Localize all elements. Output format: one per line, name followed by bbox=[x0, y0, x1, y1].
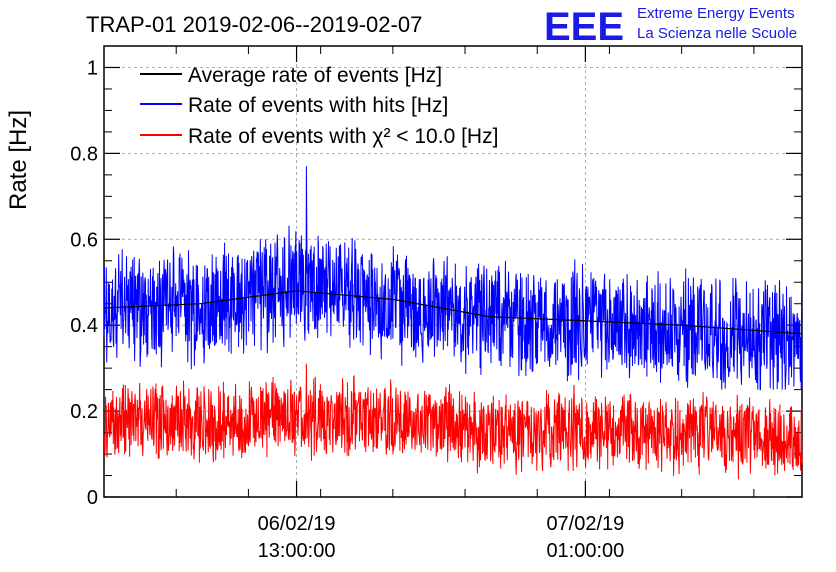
chart-title: TRAP-01 2019-02-06--2019-02-07 bbox=[86, 12, 422, 37]
x-tick-date-label: 06/02/19 bbox=[258, 513, 336, 535]
y-axis-label: Rate [Hz] bbox=[5, 110, 32, 210]
y-tick-label: 0 bbox=[87, 487, 98, 509]
y-tick-label: 0.8 bbox=[70, 143, 98, 165]
y-tick-label: 0.6 bbox=[70, 229, 98, 251]
eee-logo-mark: EEE bbox=[544, 5, 624, 49]
x-tick-date-label: 07/02/19 bbox=[546, 513, 624, 535]
series-line-0 bbox=[103, 290, 803, 335]
legend-label: Rate of events with χ² < 10.0 [Hz] bbox=[188, 125, 498, 148]
legend: Average rate of events [Hz] Rate of event… bbox=[140, 64, 498, 148]
series-line-1 bbox=[103, 166, 803, 391]
series bbox=[103, 166, 803, 480]
x-tick-time-label: 01:00:00 bbox=[546, 540, 624, 562]
eee-logo-line1: Extreme Energy Events bbox=[637, 5, 795, 22]
eee-logo-line2: La Scienza nelle Scuole bbox=[637, 25, 797, 42]
y-tick-label: 0.2 bbox=[70, 401, 98, 423]
legend-label: Rate of events with hits [Hz] bbox=[188, 94, 448, 117]
legend-label: Average rate of events [Hz] bbox=[188, 64, 442, 87]
y-tick-label: 0.4 bbox=[70, 315, 98, 337]
x-tick-time-label: 13:00:00 bbox=[258, 540, 336, 562]
eee-logo: EEE Extreme Energy Events La Scienza nel… bbox=[544, 5, 797, 49]
series-line-2 bbox=[103, 363, 803, 480]
y-tick-label: 1 bbox=[87, 57, 98, 79]
